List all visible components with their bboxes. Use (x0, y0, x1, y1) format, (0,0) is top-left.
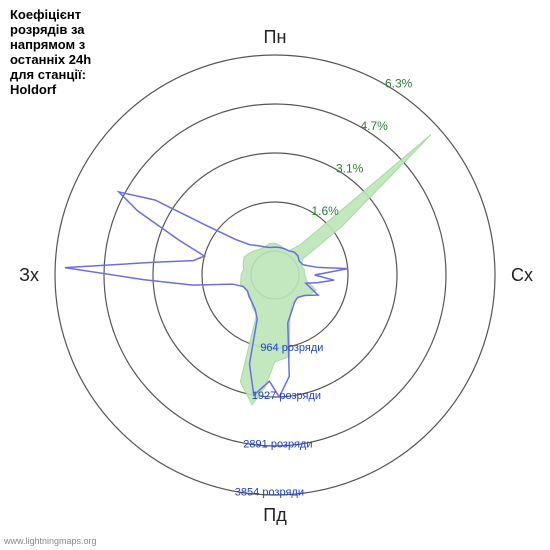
chart-title: Коефіцієнтрозрядів занапрямом зостанніх … (10, 8, 91, 98)
pct-label: 4.7% (361, 119, 389, 133)
count-label: 964 розряди (260, 342, 323, 354)
pct-label: 3.1% (336, 162, 364, 176)
cardinal-w: Зх (19, 265, 39, 285)
count-label: 1927 розряди (252, 390, 321, 402)
count-label: 3854 розряди (235, 487, 304, 499)
cardinal-n: Пн (264, 27, 287, 47)
count-label: 2891 розряди (243, 438, 312, 450)
pct-label: 1.6% (312, 204, 340, 218)
credit-text: www.lightningmaps.org (4, 536, 97, 546)
cardinal-e: Сх (511, 265, 533, 285)
cardinal-s: Пд (263, 505, 287, 525)
pct-label: 6.3% (385, 77, 413, 91)
